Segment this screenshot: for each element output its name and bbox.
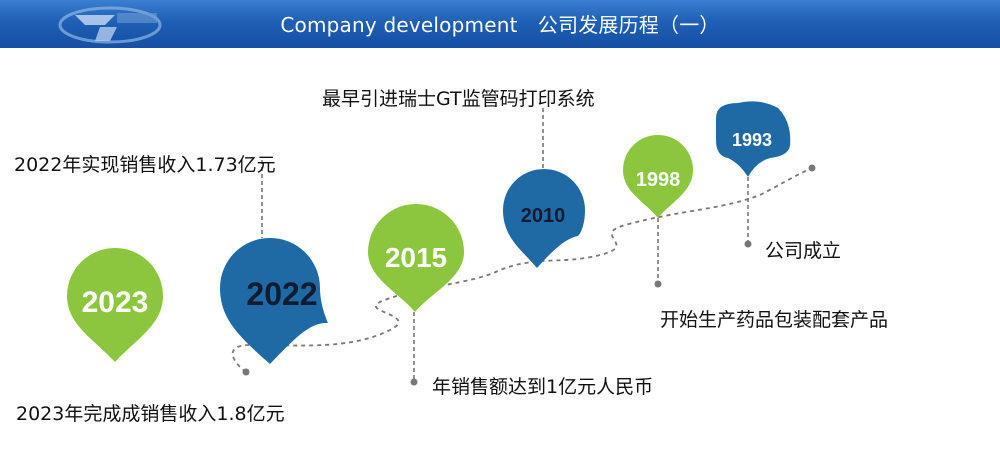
milestone-2015-pin: 2015 bbox=[368, 204, 464, 312]
milestone-2023-text: 2023年完成成销售收入1.8亿元 bbox=[16, 403, 285, 425]
milestone-1993-text: 公司成立 bbox=[765, 240, 842, 262]
milestone-2015-text: 年销售额达到1亿元人民币 bbox=[432, 376, 654, 398]
year-label: 2022 bbox=[246, 276, 317, 312]
milestone-1998-pin: 1998 bbox=[623, 135, 693, 218]
milestone-2022-pin: 2022 bbox=[219, 237, 328, 364]
milestone-2022-text: 2022年实现销售收入1.73亿元 bbox=[14, 154, 276, 176]
milestone-2010-text: 最早引进瑞士GT监管码打印系统 bbox=[322, 88, 595, 110]
milestone-2010-pin: 2010 bbox=[503, 169, 585, 268]
milestone-1993-pin: 1993 bbox=[716, 101, 791, 177]
year-label: 2010 bbox=[521, 205, 566, 227]
company-logo-icon bbox=[58, 6, 162, 44]
milestone-1998-text: 开始生产药品包装配套产品 bbox=[660, 309, 889, 331]
year-label: 1998 bbox=[636, 169, 681, 191]
year-label: 2015 bbox=[385, 242, 447, 273]
timeline-path bbox=[231, 167, 813, 373]
page-title: Company development 公司发展历程（一） bbox=[280, 13, 720, 37]
year-label: 1993 bbox=[732, 130, 772, 150]
title-bar bbox=[0, 0, 1000, 48]
milestone-2023-pin: 2023 bbox=[67, 248, 163, 362]
year-label: 2023 bbox=[82, 286, 149, 319]
